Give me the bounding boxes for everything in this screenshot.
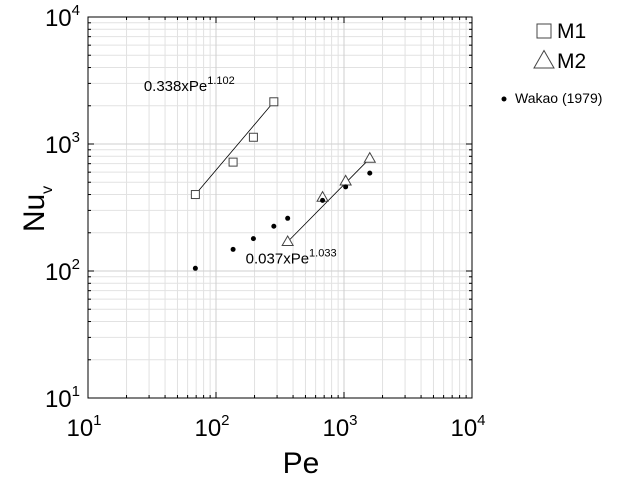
point-wakao: [320, 197, 326, 203]
point-m2: [363, 151, 377, 163]
x-tick-label: 102: [194, 412, 229, 442]
legend-triangle-marker: [533, 49, 555, 69]
plot-frame: [87, 16, 473, 399]
point-wakao: [192, 265, 198, 271]
legend-item: M1: [536, 20, 586, 43]
point-wakao: [343, 184, 349, 190]
y-tick-label-exp: 3: [72, 129, 80, 146]
legend-item: M2: [533, 49, 586, 73]
fit-lines: 0.338xPe1.102 0.037xPe1.033: [144, 75, 371, 268]
point-m1: [248, 132, 258, 142]
y-tick-label-exp: 1: [72, 383, 80, 400]
y-tick-label-base: 10: [45, 5, 72, 32]
x-axis-label: Pe: [283, 447, 320, 480]
legend: M1 M2 Wakao (1979): [501, 20, 602, 106]
point-wakao: [230, 246, 236, 252]
y-tick-label-exp: 2: [72, 256, 80, 273]
x-tick-label-base: 10: [66, 415, 93, 442]
point-wakao: [367, 170, 373, 176]
y-axis-label: Nuv: [18, 186, 56, 232]
x-tick-label-exp: 3: [349, 412, 357, 429]
fit-line: [287, 158, 371, 243]
point-wakao: [250, 236, 256, 242]
legend-item: Wakao (1979): [501, 90, 602, 106]
data-marks: [190, 97, 377, 271]
x-tick-label: 104: [450, 412, 485, 442]
fit-line: [195, 101, 275, 195]
point-m2: [281, 234, 295, 247]
y-tick-label: 102: [45, 256, 80, 286]
y-tick-label-base: 10: [45, 132, 72, 159]
y-axis-label-base: Nu: [18, 194, 51, 232]
point-m1: [190, 190, 200, 200]
svg-text:Nuv: Nuv: [18, 186, 56, 232]
x-tick-label-base: 10: [450, 415, 477, 442]
y-axis-label-sub: v: [39, 186, 56, 194]
fit-label-base: 0.037xPe: [246, 251, 309, 268]
x-tick-label-base: 10: [194, 415, 221, 442]
fit-label: 0.338xPe1.102: [144, 75, 235, 95]
x-tick-label-exp: 2: [221, 412, 229, 429]
grid: [87, 16, 473, 399]
legend-label: M2: [557, 50, 586, 73]
point-wakao: [271, 223, 277, 229]
point-m2: [339, 174, 353, 186]
ticks: [87, 16, 473, 399]
legend-dot-marker: [501, 96, 507, 102]
y-tick-label-base: 10: [45, 259, 72, 286]
y-tick-label-exp: 4: [72, 2, 80, 19]
fit-label-exp: 1.102: [207, 75, 235, 87]
x-tick-label-exp: 1: [93, 412, 101, 429]
y-tick-label: 103: [45, 129, 80, 159]
point-wakao: [285, 215, 291, 221]
legend-square-marker: [536, 23, 552, 39]
y-tick-label: 104: [45, 2, 80, 32]
y-tick-label: 101: [45, 383, 80, 413]
legend-label: Wakao (1979): [515, 90, 602, 106]
fit-label-exp: 1.033: [309, 248, 337, 260]
fit-label-base: 0.338xPe: [144, 78, 207, 95]
legend-label: M1: [557, 20, 586, 43]
x-tick-label: 101: [66, 412, 101, 442]
y-tick-label-base: 10: [45, 386, 72, 413]
point-m1: [228, 157, 238, 167]
x-tick-label: 103: [322, 412, 357, 442]
x-tick-label-base: 10: [322, 415, 349, 442]
fit-label: 0.037xPe1.033: [246, 248, 337, 268]
point-m1: [269, 97, 279, 107]
x-tick-label-exp: 4: [477, 412, 485, 429]
